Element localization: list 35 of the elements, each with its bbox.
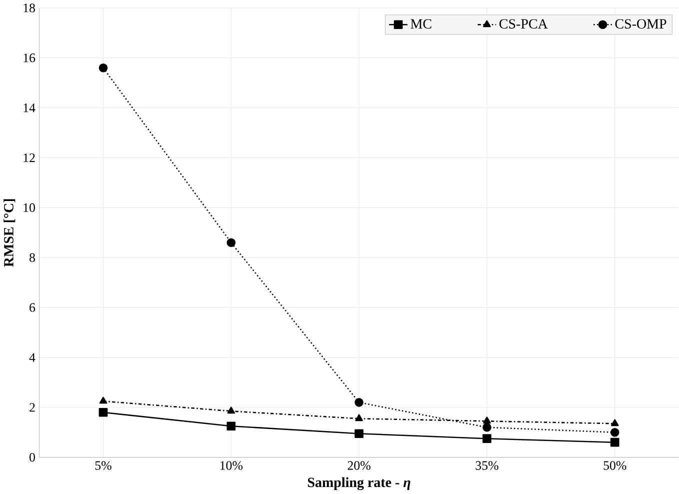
x-tick-label: 50%	[604, 461, 626, 470]
point	[610, 419, 619, 426]
y-tick-label: 16	[24, 54, 36, 62]
x-tick-label: 10%	[220, 461, 243, 470]
y-tick-label: 8	[30, 253, 35, 262]
point	[226, 422, 236, 431]
y-tick-label: 12	[24, 154, 35, 162]
y-axis-title: RMSE [°C]	[4, 199, 16, 268]
point	[354, 398, 364, 407]
point	[610, 428, 620, 437]
point	[482, 423, 492, 432]
y-tick-label: 2	[30, 403, 35, 412]
x-tick-label: 20%	[348, 461, 370, 470]
legend-label: MC	[410, 19, 432, 29]
point	[354, 429, 364, 438]
x-tick-label: 5%	[95, 461, 112, 470]
point	[99, 396, 108, 404]
point	[98, 408, 108, 417]
point	[483, 416, 491, 424]
point	[355, 414, 363, 422]
y-tick-label: 6	[30, 303, 36, 312]
y-tick-label: 10	[24, 203, 35, 212]
point	[482, 434, 492, 444]
y-tick-label: 14	[24, 104, 36, 112]
x-tick-label: 35%	[476, 461, 498, 470]
legend-label: CS-OMP	[615, 19, 666, 29]
point	[227, 406, 236, 414]
y-tick-label: 18	[24, 4, 35, 12]
y-tick-label: 0	[30, 453, 35, 462]
point	[610, 438, 620, 447]
point	[226, 238, 236, 248]
legend-label: CS-PCA	[499, 19, 548, 29]
y-tick-label: 4	[29, 353, 36, 362]
point	[98, 64, 108, 72]
x-axis-title: Sampling rate - η	[308, 477, 410, 490]
